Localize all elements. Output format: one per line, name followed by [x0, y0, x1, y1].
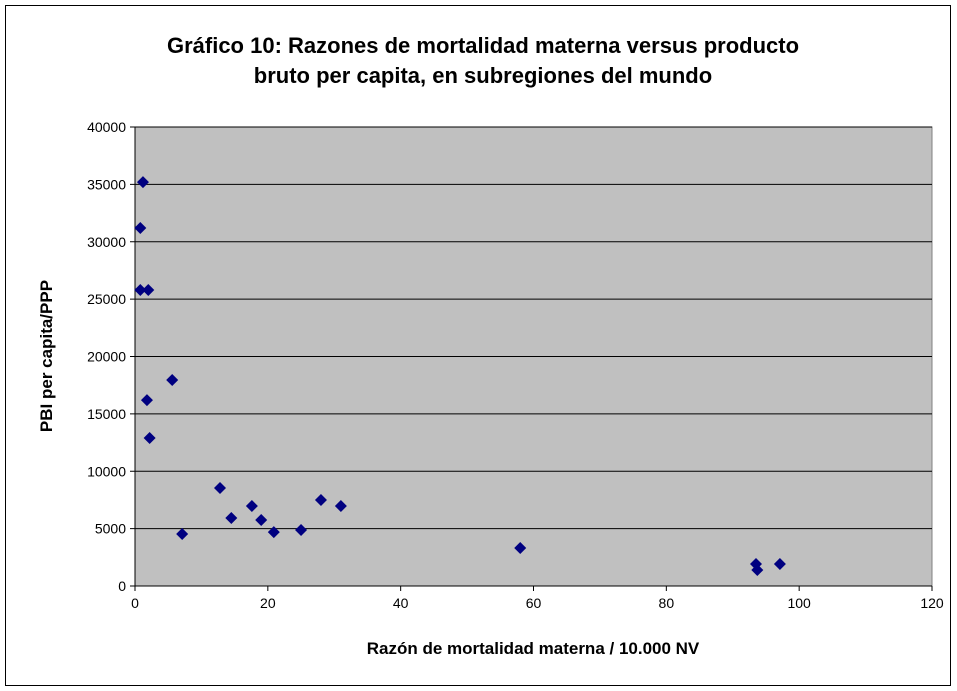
- x-tick-label: 40: [393, 595, 409, 611]
- point: [140, 394, 153, 407]
- y-tick-label: 10000: [87, 463, 126, 479]
- point: [514, 542, 527, 555]
- chart-title: Gráfico 10: Razones de mortalidad matern…: [167, 33, 799, 58]
- point: [143, 431, 156, 444]
- point: [214, 482, 227, 495]
- point: [751, 564, 764, 577]
- x-tick-label: 80: [659, 595, 675, 611]
- chart-title: bruto per capita, en subregiones del mun…: [254, 63, 712, 88]
- y-tick-label: 20000: [87, 349, 126, 365]
- y-tick-label: 0: [118, 578, 126, 594]
- x-tick-label: 20: [260, 595, 276, 611]
- point: [245, 500, 258, 513]
- y-tick-label: 15000: [87, 406, 126, 422]
- x-tick-label: 60: [526, 595, 542, 611]
- point: [773, 557, 786, 570]
- point: [134, 283, 147, 296]
- point: [334, 500, 347, 513]
- point: [267, 526, 280, 539]
- y-tick-label: 35000: [87, 176, 126, 192]
- y-axis-label: PBI per capita/PPP: [37, 280, 56, 432]
- y-tick-label: 30000: [87, 234, 126, 250]
- y-tick-label: 5000: [95, 521, 126, 537]
- point: [136, 176, 149, 189]
- point: [176, 528, 189, 541]
- point: [295, 524, 308, 537]
- point: [314, 494, 327, 507]
- x-tick-label: 100: [787, 595, 811, 611]
- point: [225, 511, 238, 524]
- point: [166, 374, 179, 387]
- point: [134, 221, 147, 234]
- x-tick-label: 0: [131, 595, 139, 611]
- point: [142, 283, 155, 296]
- x-tick-label: 120: [920, 595, 944, 611]
- y-tick-label: 40000: [87, 119, 126, 135]
- y-tick-label: 25000: [87, 291, 126, 307]
- point: [255, 514, 268, 527]
- x-axis-label: Razón de mortalidad materna / 10.000 NV: [367, 639, 700, 658]
